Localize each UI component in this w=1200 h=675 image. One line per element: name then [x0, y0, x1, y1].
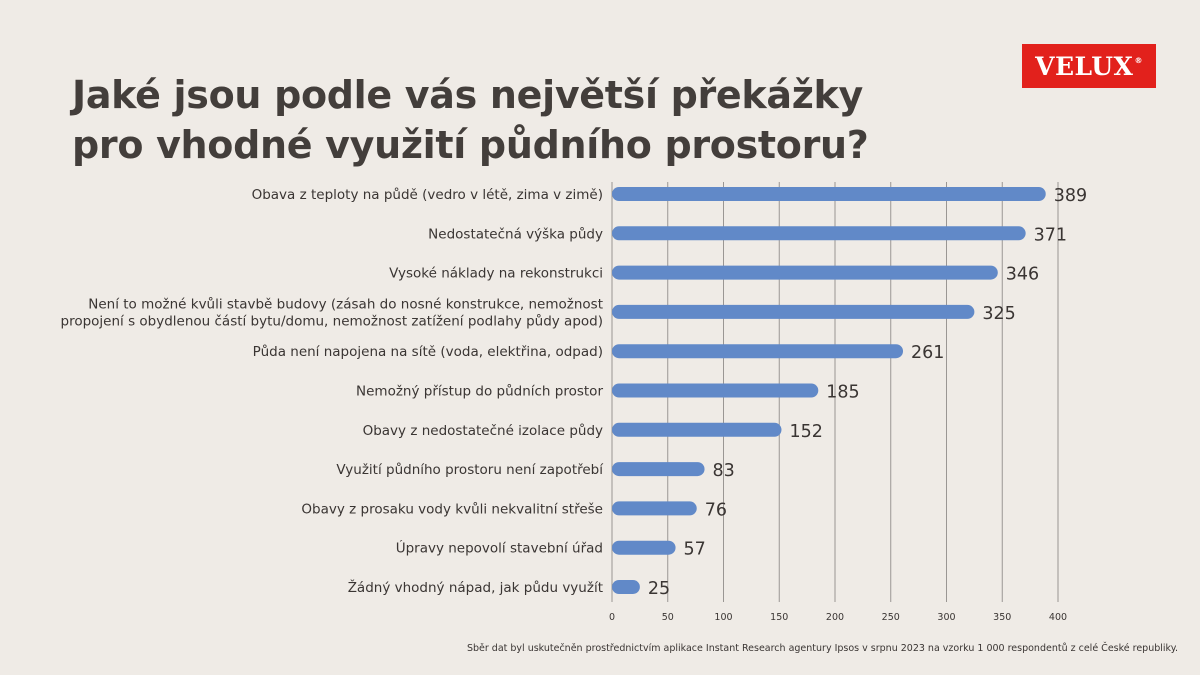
x-tick-label: 400 [1049, 612, 1067, 623]
category-label: Obavy z nedostatečné izolace půdy [363, 423, 603, 439]
x-tick-label: 50 [662, 612, 674, 623]
title-line-1: Jaké jsou podle vás největší překážky [72, 73, 863, 117]
value-label: 57 [684, 540, 706, 560]
bar [612, 422, 782, 437]
value-label: 389 [1054, 186, 1087, 206]
registered-mark-icon: ® [1134, 55, 1143, 65]
value-label: 76 [705, 500, 727, 520]
bar [612, 187, 1046, 201]
category-label: Vysoké náklady na rekonstrukci [389, 266, 603, 282]
x-tick-label: 0 [609, 612, 615, 623]
category-label: Obava z teploty na půdě (vedro v létě, z… [252, 187, 603, 203]
value-label: 152 [789, 422, 822, 442]
title-line-2: pro vhodné využití půdního prostoru? [72, 123, 869, 167]
bar [612, 265, 998, 280]
bar [612, 344, 904, 359]
value-label: 261 [911, 343, 944, 363]
category-label: Úpravy nepovolí stavební úřad [396, 539, 603, 557]
page-title: Jaké jsou podle vás největší překážky pr… [72, 70, 869, 170]
bar [612, 462, 705, 477]
x-tick-label: 250 [882, 612, 900, 623]
bar [612, 501, 697, 516]
bar [612, 580, 640, 594]
category-label: Žádný vhodný nápad, jak půdu využít [348, 578, 603, 596]
category-label: Není to možné kvůli stavbě budovy (zásah… [88, 296, 603, 312]
value-label: 25 [648, 579, 670, 599]
x-tick-label: 100 [714, 612, 732, 623]
x-tick-label: 150 [770, 612, 788, 623]
value-label: 83 [713, 461, 735, 481]
x-tick-label: 200 [826, 612, 844, 623]
bar [612, 383, 819, 398]
category-label: Obavy z prosaku vody kvůli nekvalitní st… [301, 501, 603, 517]
category-label: propojení s obydlenou částí bytu/domu, n… [61, 313, 604, 329]
category-label: Nedostatečná výška půdy [428, 226, 603, 242]
value-label: 371 [1034, 225, 1067, 245]
x-tick-label: 350 [993, 612, 1011, 623]
value-label: 185 [826, 383, 859, 403]
value-label: 325 [982, 304, 1015, 324]
category-label: Využití půdního prostoru není zapotřebí [336, 462, 604, 478]
velux-logo: VELUX ® [1022, 44, 1156, 88]
bar [612, 540, 676, 555]
bar [612, 304, 975, 319]
footnote: Sběr dat byl uskutečněn prostřednictvím … [466, 643, 1178, 654]
x-tick-label: 300 [937, 612, 955, 623]
value-label: 346 [1006, 265, 1039, 285]
category-label: Půda není napojena na sítě (voda, elektř… [253, 344, 603, 360]
bar [612, 226, 1026, 241]
category-label: Nemožný přístup do půdních prostor [356, 384, 603, 400]
logo-text: VELUX [1035, 51, 1134, 81]
